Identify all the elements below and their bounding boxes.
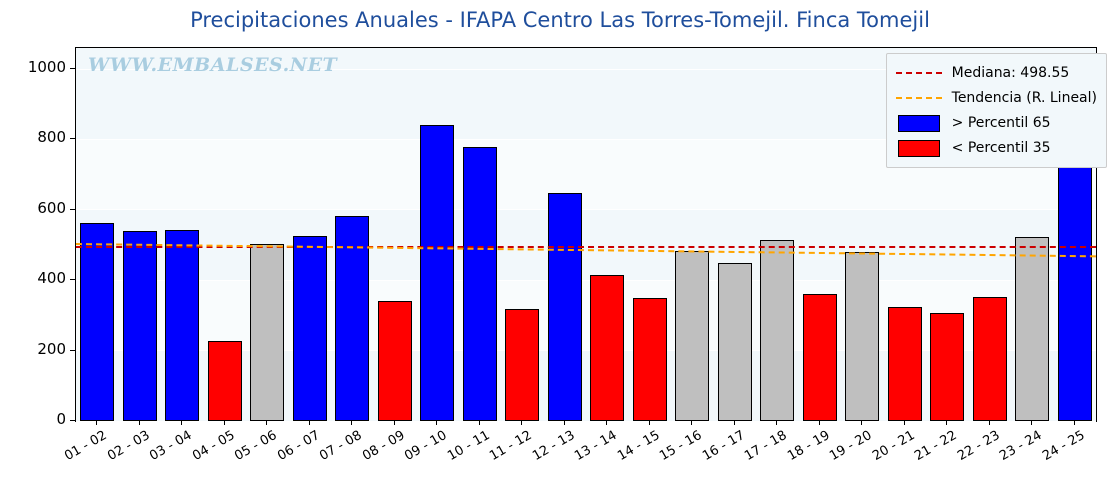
y-axis-tick-mark (70, 279, 75, 281)
x-axis-tick-mark (266, 420, 268, 425)
x-axis-tick-mark (691, 420, 693, 425)
legend-item: Tendencia (R. Lineal) (895, 85, 1097, 110)
y-axis-tick-mark (70, 68, 75, 70)
x-axis-tick-mark (648, 420, 650, 425)
y-axis-tick-mark (70, 208, 75, 210)
legend-label: Mediana: 498.55 (951, 64, 1070, 81)
bar (887, 307, 922, 421)
page-title: Precipitaciones Anuales - IFAPA Centro L… (190, 8, 930, 32)
bar (547, 192, 582, 421)
bar (632, 297, 667, 421)
bar (675, 250, 710, 421)
x-axis-tick-mark (563, 420, 565, 425)
x-axis-tick-mark (903, 420, 905, 425)
bar (250, 244, 285, 421)
x-axis-tick-mark (946, 420, 948, 425)
legend-item: Mediana: 498.55 (895, 60, 1097, 85)
bar (717, 262, 752, 421)
bar (972, 296, 1007, 421)
bar (1015, 236, 1050, 421)
grid-layer (76, 48, 1096, 422)
bar (292, 235, 327, 421)
x-axis-tick-mark (1031, 420, 1033, 425)
bar (760, 240, 795, 421)
y-axis-tick-label: 1000 (27, 58, 66, 77)
y-axis-tick-mark (70, 138, 75, 140)
x-axis-tick-mark (223, 420, 225, 425)
bar (207, 341, 242, 421)
legend: Mediana: 498.55 Tendencia (R. Lineal) > Pe… (885, 53, 1107, 168)
y-axis-tick-label: 400 (37, 269, 66, 288)
x-axis-tick-mark (818, 420, 820, 425)
bar (80, 222, 115, 421)
bar (505, 309, 540, 421)
legend-symbol (895, 65, 942, 81)
y-axis-tick-mark (70, 349, 75, 351)
x-axis-tick-mark (478, 420, 480, 425)
bar (165, 229, 200, 421)
x-axis-tick-mark (521, 420, 523, 425)
grid-line (76, 209, 1096, 211)
x-axis-tick-mark (606, 420, 608, 425)
bar (377, 301, 412, 421)
legend-label: < Percentil 35 (951, 139, 1051, 156)
bar (590, 274, 625, 421)
legend-item: < Percentil 35 (896, 135, 1097, 160)
y-axis-tick-mark (70, 420, 75, 421)
grid-line (76, 420, 1096, 422)
legend-symbol (896, 114, 942, 132)
legend-symbol (895, 90, 942, 106)
x-axis-tick-mark (776, 420, 778, 425)
bars-layer (76, 48, 1096, 421)
bar (845, 252, 880, 421)
bar (930, 312, 965, 421)
y-axis-tick-label: 600 (37, 198, 66, 217)
median-line (76, 245, 1096, 248)
x-axis-tick-mark (96, 420, 98, 425)
x-axis-tick-mark (436, 420, 438, 425)
x-axis-tick-mark (1073, 420, 1075, 425)
x-axis-tick-mark (308, 420, 310, 425)
y-axis-tick-label: 0 (56, 410, 66, 428)
bar (462, 146, 497, 421)
x-axis-tick-mark (181, 420, 183, 425)
grid-band (76, 280, 1096, 351)
x-axis-tick-mark (733, 420, 735, 425)
bar (420, 124, 455, 421)
x-axis-tick-mark (861, 420, 863, 425)
bar (335, 216, 370, 421)
grid-line (76, 68, 1096, 70)
bar (122, 230, 157, 421)
x-axis-tick-mark (351, 420, 353, 425)
x-axis-tick-mark (138, 420, 140, 425)
watermark-text: WWW.EMBALSES.NET (88, 54, 338, 76)
x-axis-tick-mark (988, 420, 990, 425)
legend-label: Tendencia (R. Lineal) (951, 89, 1097, 106)
legend-label: > Percentil 65 (951, 114, 1051, 131)
y-axis-tick-label: 800 (37, 128, 66, 147)
y-axis-tick-label: 200 (37, 339, 66, 358)
bar (802, 293, 837, 421)
legend-symbol (896, 139, 942, 157)
x-axis-tick-mark (393, 420, 395, 425)
grid-line (76, 350, 1096, 352)
legend-item: > Percentil 65 (896, 110, 1097, 135)
